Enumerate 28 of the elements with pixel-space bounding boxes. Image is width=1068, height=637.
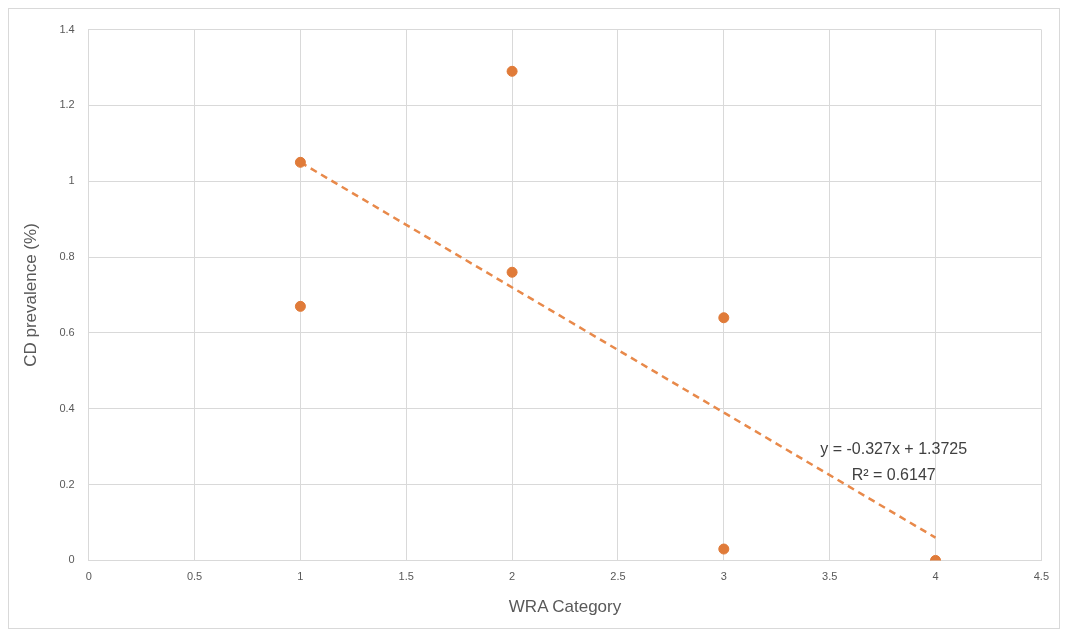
- y-tick-label: 1.2: [59, 98, 75, 111]
- y-tick-label: 0.4: [59, 401, 75, 414]
- x-tick-label: 4: [932, 570, 939, 583]
- y-axis-title: CD prevalence (%): [20, 223, 40, 367]
- x-tick-label: 0.5: [186, 570, 203, 583]
- x-tick-label: 3.5: [822, 570, 838, 583]
- x-tick-label: 0: [85, 570, 92, 583]
- point: [718, 543, 730, 555]
- y-tick-label: 0.6: [59, 325, 75, 338]
- x-tick-label: 1.5: [398, 570, 414, 583]
- x-tick-label: 1: [297, 570, 304, 583]
- x-axis-title: WRA Category: [508, 597, 622, 617]
- x-tick-label: 3: [720, 570, 727, 583]
- y-tick-label: 0.8: [59, 250, 75, 263]
- point: [294, 300, 306, 312]
- point: [718, 312, 730, 324]
- y-tick-label: 1: [68, 174, 75, 187]
- annotation: y = -0.327x + 1.3725: [820, 440, 968, 458]
- x-tick-label: 2.5: [610, 570, 626, 583]
- point: [294, 156, 306, 168]
- x-tick-label: 4.5: [1033, 570, 1049, 583]
- x-tick-label: 2: [509, 570, 516, 583]
- y-tick-label: 0.2: [59, 477, 75, 490]
- point: [506, 65, 518, 77]
- point: [506, 266, 518, 278]
- y-tick-label: 0: [68, 553, 75, 566]
- y-tick-label: 1.4: [59, 22, 75, 35]
- annotation: R² = 0.6147: [851, 466, 936, 484]
